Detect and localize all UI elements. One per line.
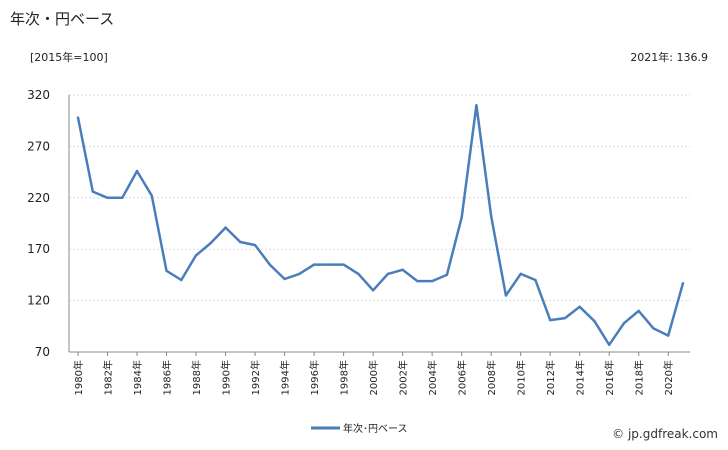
data-point (327, 263, 331, 266)
data-point (475, 104, 478, 107)
page-title: 年次・円ベース (10, 10, 115, 28)
data-point (652, 327, 655, 330)
data-point (534, 278, 537, 282)
series-line (76, 104, 685, 347)
x-tick-label: 2020年 (662, 360, 675, 395)
data-point (386, 272, 390, 276)
y-tick-labels: 70 120 170 220 270 320 (27, 88, 50, 359)
data-point (401, 268, 404, 271)
x-tick-labels: 1980年 1982年 1984年 1986年 1988年 1990年 1992年 1994年… (72, 360, 675, 395)
data-point (91, 190, 94, 193)
x-tick-label: 1984年 (131, 360, 144, 395)
data-point (312, 263, 316, 266)
data-point (489, 215, 493, 218)
x-tick-label: 1992年 (249, 360, 262, 395)
series-group (76, 104, 685, 347)
data-point (593, 319, 596, 323)
data-point (681, 282, 685, 285)
x-tick-label: 1988年 (190, 360, 203, 395)
credit-text: © jp.gdfreak.com (612, 427, 718, 441)
x-tick-label: 1996年 (308, 360, 321, 395)
data-point (460, 216, 463, 219)
data-point (165, 269, 168, 272)
data-point (430, 279, 434, 283)
x-tick-label: 1980年 (72, 360, 85, 395)
x-tick-label: 2000年 (367, 360, 380, 395)
axes (68, 95, 690, 356)
grid-lines (69, 94, 690, 302)
latest-value-note: 2021年: 136.9 (630, 51, 708, 64)
data-point (106, 196, 109, 199)
data-point (548, 318, 552, 322)
legend[interactable]: 年次･円ベース (311, 422, 408, 435)
data-point (253, 243, 257, 247)
data-point (224, 226, 227, 229)
y-tick-label: 270 (27, 139, 50, 153)
x-tick-label: 2010年 (515, 360, 528, 395)
data-point (357, 272, 360, 276)
data-point (121, 196, 124, 199)
data-point (150, 194, 153, 197)
unit-note: [2015年=100] (30, 51, 108, 64)
data-point (667, 334, 670, 337)
data-point (608, 343, 611, 347)
x-tick-label: 1990年 (220, 360, 233, 395)
data-point (445, 273, 449, 277)
x-tick-label: 2004年 (426, 360, 439, 395)
data-point (578, 305, 581, 308)
x-tick-label: 2012年 (544, 360, 557, 395)
x-tick-label: 2002年 (397, 360, 410, 395)
data-point (194, 254, 198, 257)
data-point (342, 263, 345, 266)
x-tick-label: 1994年 (279, 360, 292, 395)
data-point (563, 316, 567, 320)
data-point (209, 241, 213, 245)
data-point (519, 272, 522, 276)
x-tick-label: 1986年 (161, 360, 174, 395)
y-tick-label: 120 (27, 294, 50, 308)
x-tick-label: 2016年 (603, 360, 616, 395)
x-tick-label: 2008年 (485, 360, 498, 395)
y-tick-label: 70 (35, 345, 50, 359)
y-tick-label: 320 (27, 88, 50, 102)
data-point (180, 278, 183, 282)
data-point (135, 169, 139, 173)
data-point (622, 322, 626, 325)
data-point (239, 240, 242, 244)
data-point (416, 279, 419, 283)
data-point (637, 309, 640, 313)
data-point (504, 294, 508, 297)
x-tick-label: 1998年 (338, 360, 351, 395)
x-tick-label: 2018年 (633, 360, 646, 395)
data-point (76, 116, 80, 119)
data-point (371, 289, 375, 292)
x-tick-label: 1982年 (102, 360, 115, 395)
data-point (268, 263, 272, 266)
data-point (283, 277, 286, 281)
x-tick-label: 2014年 (574, 360, 587, 395)
data-point (298, 272, 301, 276)
x-tick-label: 2006年 (456, 360, 469, 395)
legend-label: 年次･円ベース (343, 422, 408, 435)
y-tick-label: 220 (27, 191, 50, 205)
y-tick-label: 170 (27, 242, 50, 256)
